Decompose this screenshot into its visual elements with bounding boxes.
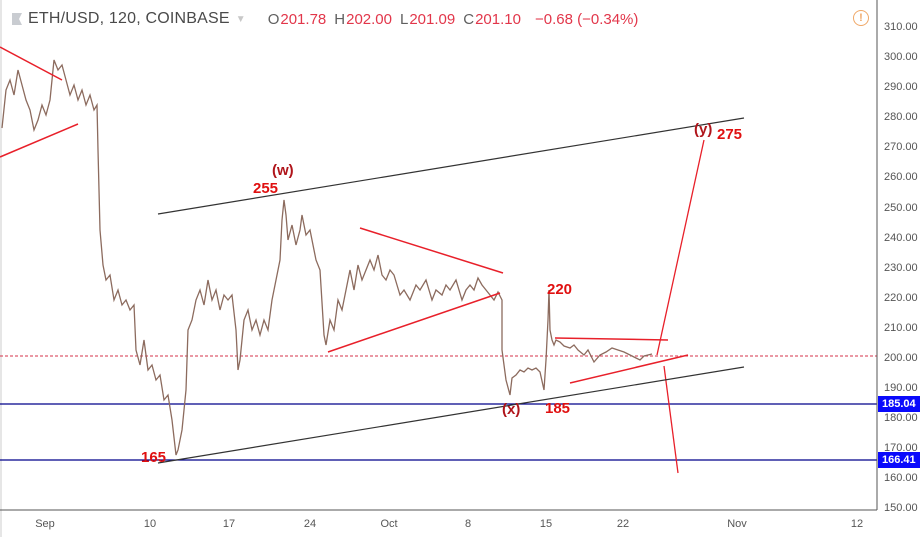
change-value: −0.68 (−0.34%) [534, 10, 639, 28]
x-tick: Nov [727, 518, 747, 530]
x-tick: 22 [616, 518, 630, 530]
y-tick: 220.00 [884, 292, 918, 304]
x-tick: Oct [380, 518, 398, 530]
chevron-down-icon[interactable]: ▼ [235, 13, 246, 25]
triangle-lower-line[interactable] [0, 123, 79, 158]
y-tick: 150.00 [884, 502, 918, 514]
left-toolbar-strip [0, 0, 2, 537]
open-label: O [267, 10, 280, 28]
flag-icon[interactable] [12, 13, 22, 25]
y-tick: 240.00 [884, 232, 918, 244]
y-tick: 280.00 [884, 111, 918, 123]
x-tick: 24 [303, 518, 317, 530]
price-label-166[interactable]: 166.41 [878, 452, 920, 468]
chart-header: ETH/USD, 120, COINBASE ▼ O 201.78 H 202.00… [0, 6, 638, 32]
low-value: 201.09 [409, 10, 456, 28]
channel-lower-line[interactable] [157, 366, 745, 464]
y-tick: 260.00 [884, 171, 918, 183]
y-tick: 200.00 [884, 352, 918, 364]
triangle-upper-line[interactable] [359, 227, 504, 274]
symbol-title[interactable]: ETH/USD, 120, COINBASE [28, 10, 230, 27]
channel-upper-line[interactable] [157, 117, 745, 215]
x-tick: 15 [539, 518, 553, 530]
price-annotation-220: 220 [547, 281, 573, 298]
open-value: 201.78 [280, 10, 327, 28]
triangle-upper-line[interactable] [0, 46, 63, 81]
wave-label-y: (y) [694, 121, 713, 138]
y-tick: 250.00 [884, 202, 918, 214]
y-tick: 180.00 [884, 412, 918, 424]
price-annotation-275: 275 [717, 126, 743, 143]
x-tick: 8 [464, 518, 472, 530]
y-tick: 190.00 [884, 382, 918, 394]
price-label-185[interactable]: 185.04 [878, 396, 920, 412]
y-tick: 310.00 [884, 21, 918, 33]
triangle-upper-line[interactable] [554, 337, 669, 341]
high-value: 202.00 [346, 10, 392, 28]
y-tick: 270.00 [884, 141, 918, 153]
triangle-lower-line[interactable] [569, 354, 689, 384]
x-tick: 10 [143, 518, 157, 530]
y-tick: 160.00 [884, 472, 918, 484]
y-tick: 170.00 [884, 442, 918, 454]
price-annotation-185: 185 [545, 400, 571, 417]
y-tick: 300.00 [884, 51, 918, 63]
price-series [1, 59, 653, 456]
x-tick: 12 [850, 518, 864, 530]
close-label: C [463, 10, 475, 28]
low-label: L [400, 10, 409, 28]
projection-up-line[interactable] [656, 139, 705, 356]
x-tick: 17 [222, 518, 236, 530]
price-annotation-255: 255 [253, 180, 279, 197]
projection-down-line[interactable] [663, 365, 679, 474]
warning-icon[interactable]: ! [853, 10, 869, 26]
triangle-lower-line[interactable] [327, 292, 501, 353]
wave-label-x: (x) [502, 401, 521, 418]
y-tick: 210.00 [884, 322, 918, 334]
high-label: H [334, 10, 346, 28]
price-annotation-165: 165 [141, 449, 167, 466]
y-tick: 290.00 [884, 81, 918, 93]
wave-label-w: (w) [272, 162, 294, 179]
x-tick: Sep [35, 518, 55, 530]
close-value: 201.10 [475, 10, 521, 28]
y-tick: 230.00 [884, 262, 918, 274]
